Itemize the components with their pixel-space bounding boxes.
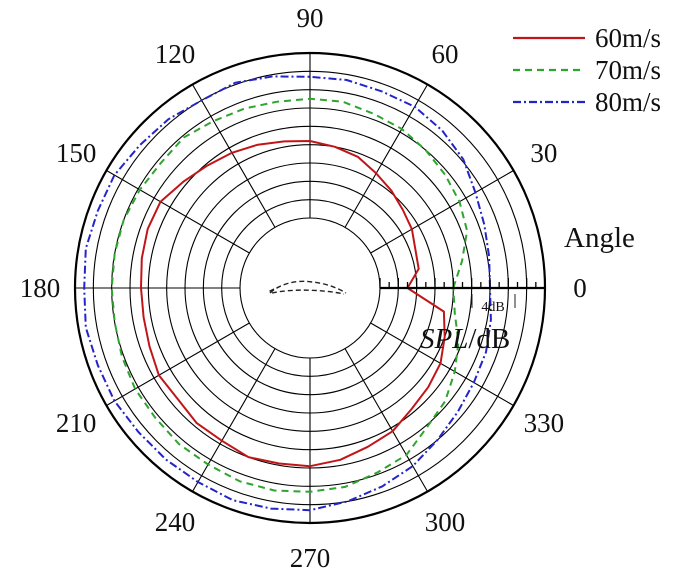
scale-note: 4dB (471, 294, 516, 315)
angle-tick-label: 0 (573, 273, 587, 303)
grid-spoke (344, 84, 428, 228)
radial-axis-title: SPL/dB (420, 323, 510, 355)
grid-ring (239, 217, 381, 359)
series-line-60m-s (140, 140, 446, 468)
series-layer (83, 75, 492, 512)
angle-tick-label: 210 (56, 408, 97, 438)
series-line-80m-s (83, 75, 492, 512)
grid-spoke (192, 84, 276, 228)
angle-tick-labels: 0 30 60 90 120 150 180 210 240 270 300 330 (20, 3, 587, 572)
scale-note-label: 4dB (481, 300, 504, 315)
legend-label: 60m/s (595, 23, 661, 53)
radial-scale (379, 278, 546, 290)
angle-tick-label: 300 (425, 507, 466, 537)
angle-tick-label: 330 (524, 408, 565, 438)
grid-spoke (106, 170, 250, 254)
angle-tick-label: 90 (297, 3, 324, 33)
angle-axis-title: Angle (564, 222, 635, 254)
grid-spoke (370, 170, 514, 254)
radial-axis-title-unit: /dB (468, 323, 510, 355)
angle-tick-label: 150 (56, 138, 97, 168)
radial-axis-title-italic: SPL (420, 323, 468, 355)
angle-tick-label: 270 (290, 543, 331, 572)
grid-spoke (106, 322, 250, 406)
angle-tick-label: 120 (155, 39, 196, 69)
grid-spoke (344, 348, 428, 492)
angle-tick-label: 60 (432, 39, 459, 69)
series-line-70m-s (110, 97, 469, 493)
angle-tick-label: 30 (530, 138, 557, 168)
angle-tick-label: 240 (155, 507, 196, 537)
center-airfoil-shape (267, 280, 347, 295)
grid-ring (221, 199, 399, 377)
grid-spoke (192, 348, 276, 492)
angle-tick-label: 180 (20, 273, 61, 303)
legend-label: 80m/s (595, 87, 661, 117)
legend-label: 70m/s (595, 55, 661, 85)
grid-spoke (370, 322, 514, 406)
